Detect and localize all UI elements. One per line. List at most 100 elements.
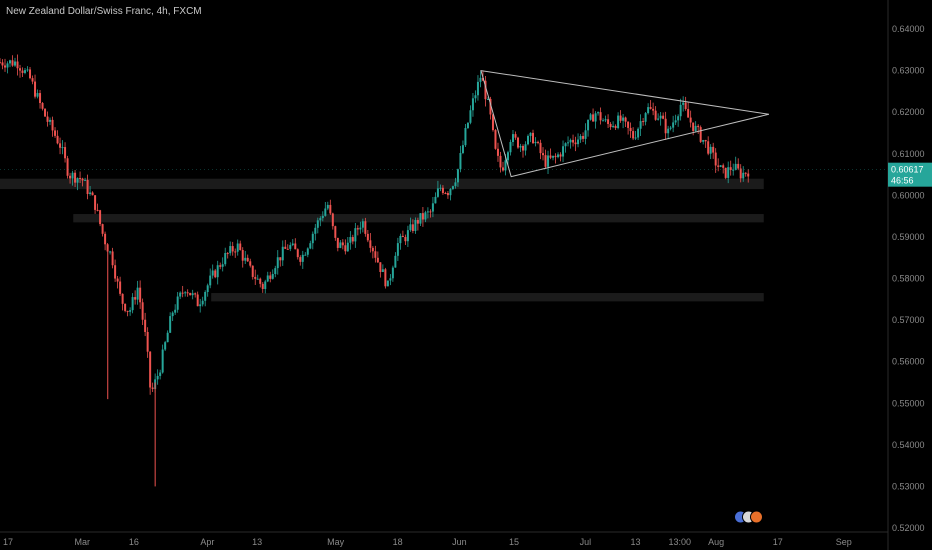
candle-body xyxy=(66,158,69,176)
candle-body xyxy=(369,240,372,248)
candle-body xyxy=(426,211,429,213)
candle-body xyxy=(684,102,687,110)
candle-body xyxy=(664,118,667,134)
candle-body xyxy=(334,226,337,238)
time-axis-label: May xyxy=(327,537,345,547)
candle-body xyxy=(251,265,254,277)
candle-body xyxy=(612,125,615,128)
candle-body xyxy=(486,98,489,100)
candle-body xyxy=(184,292,187,294)
candle-body xyxy=(61,147,64,149)
candle-body xyxy=(396,243,399,256)
candle-body xyxy=(579,136,582,140)
candle-body xyxy=(624,117,627,122)
candle-body xyxy=(11,60,14,66)
candle-body xyxy=(281,246,284,261)
candle-body xyxy=(652,108,655,111)
candle-body xyxy=(677,116,680,121)
time-axis-label: Mar xyxy=(75,537,91,547)
price-axis-label: 0.54000 xyxy=(892,440,925,450)
candle-body xyxy=(516,137,519,148)
candle-body xyxy=(266,275,269,282)
time-axis-label: 17 xyxy=(773,537,783,547)
candle-body xyxy=(0,62,1,64)
candle-body xyxy=(434,196,437,204)
candle-body xyxy=(54,130,57,136)
price-axis-label: 0.63000 xyxy=(892,66,925,76)
time-axis-label: 17 xyxy=(3,537,13,547)
candle-body xyxy=(181,292,184,294)
candle-body xyxy=(394,255,397,268)
time-axis-label: Jul xyxy=(580,537,592,547)
candle-body xyxy=(514,134,517,138)
candle-body xyxy=(304,254,307,256)
candle-body xyxy=(399,235,402,244)
candle-body xyxy=(456,169,459,183)
candle-body xyxy=(484,80,487,100)
candle-body xyxy=(499,155,502,168)
candle-body xyxy=(539,142,542,154)
candle-body xyxy=(471,98,474,111)
bar-countdown: 46:56 xyxy=(891,176,914,186)
candle-body xyxy=(51,119,54,131)
candle-body xyxy=(89,192,92,194)
candle-body xyxy=(214,270,217,278)
candle-body xyxy=(597,112,600,114)
candle-body xyxy=(547,155,550,167)
candle-body xyxy=(627,121,630,128)
candle-body xyxy=(99,210,102,225)
event-marker-icon xyxy=(749,510,763,524)
candle-body xyxy=(356,228,359,230)
candle-body xyxy=(164,342,167,350)
horizontal-zone xyxy=(0,178,764,190)
candle-body xyxy=(401,235,404,238)
candle-body xyxy=(464,128,467,146)
candle-body xyxy=(161,349,164,373)
candle-body xyxy=(179,292,182,297)
candle-body xyxy=(632,131,635,139)
candle-body xyxy=(26,69,29,71)
candle-body xyxy=(136,287,139,300)
candle-body xyxy=(371,247,374,252)
candle-body xyxy=(509,141,512,153)
candle-body xyxy=(679,104,682,117)
candle-body xyxy=(411,224,414,231)
candle-body xyxy=(204,291,207,301)
candle-body xyxy=(139,287,142,303)
candle-body xyxy=(702,140,705,142)
candle-body xyxy=(29,69,32,79)
candle-body xyxy=(171,312,174,317)
candle-body xyxy=(41,103,44,109)
candle-body xyxy=(511,134,514,142)
candle-body xyxy=(734,163,737,170)
candle-body xyxy=(542,153,545,156)
candle-body xyxy=(256,278,259,280)
candle-body xyxy=(436,188,439,197)
candle-body xyxy=(404,237,407,242)
candle-body xyxy=(559,154,562,157)
candle-body xyxy=(667,128,670,134)
candle-body xyxy=(319,218,322,221)
candle-body xyxy=(91,192,94,196)
price-axis-label: 0.60000 xyxy=(892,190,925,200)
candle-body xyxy=(254,276,257,279)
candle-body xyxy=(592,114,595,122)
candle-body xyxy=(504,160,507,171)
candle-body xyxy=(241,249,244,261)
candle-body xyxy=(389,278,392,281)
candle-body xyxy=(562,146,565,157)
time-axis-label: 13:00 xyxy=(668,537,691,547)
candle-body xyxy=(642,121,645,123)
candle-body xyxy=(644,113,647,122)
candle-body xyxy=(194,293,197,295)
candle-body xyxy=(682,102,685,105)
triangle-pattern xyxy=(480,69,770,178)
candle-body xyxy=(174,309,177,313)
candle-body xyxy=(697,125,700,128)
price-axis-label: 0.55000 xyxy=(892,398,925,408)
candle-body xyxy=(379,262,382,272)
candle-body xyxy=(519,145,522,148)
candle-body xyxy=(209,275,212,286)
time-axis-label: 13 xyxy=(631,537,641,547)
